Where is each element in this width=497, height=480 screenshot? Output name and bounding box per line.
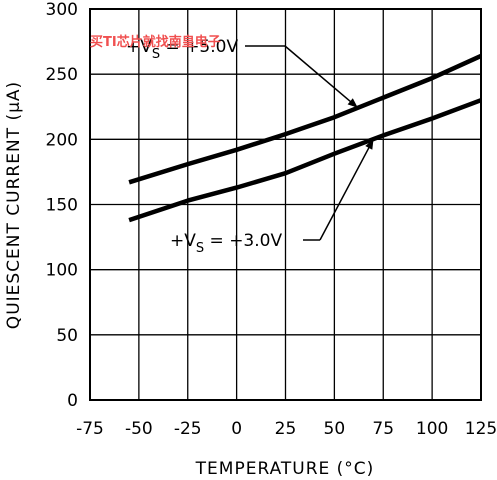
y-tick-label: 300 [46,0,78,20]
x-tick-label: 75 [372,419,394,439]
leader-line-1 [284,45,359,109]
arrowhead-2 [365,139,374,150]
y-tick-label: 200 [46,130,78,150]
series-lines [128,53,482,223]
series-line-2 [128,98,482,223]
series-label-1: +VS = +5.0V [126,37,238,62]
x-axis-title: TEMPERATURE (°C) [195,459,375,479]
y-tick-label: 100 [46,261,78,281]
y-tick-label: 50 [56,326,78,346]
y-tick-label: 150 [46,196,78,216]
grid-lines [90,9,481,400]
y-tick-label: 0 [67,391,78,411]
y-tick-labels: 0 50 100 150 200 250 300 [46,0,78,411]
x-tick-label: 125 [465,419,497,439]
x-tick-label: 0 [231,419,242,439]
x-tick-label: 100 [416,419,448,439]
x-tick-label: -50 [125,419,153,439]
x-tick-labels: -75 -50 -25 0 25 50 75 100 125 [76,419,497,439]
annotations: +VS = +5.0V +VS = +3.0V [126,37,375,256]
watermark-text: 买TI芯片就找南皇电子 [90,34,221,50]
leader-line-2 [319,138,375,241]
y-tick-label: 250 [46,65,78,85]
y-axis-title: QUIESCENT CURRENT (μA) [4,81,24,329]
x-tick-label: 50 [324,419,346,439]
x-tick-label: 25 [275,419,297,439]
x-tick-label: -75 [76,419,104,439]
series-line-1 [128,53,482,185]
series-label-2: +VS = +3.0V [170,231,282,256]
plot-frame [89,8,482,401]
arrowhead-1 [347,98,358,108]
x-tick-label: -25 [174,419,202,439]
